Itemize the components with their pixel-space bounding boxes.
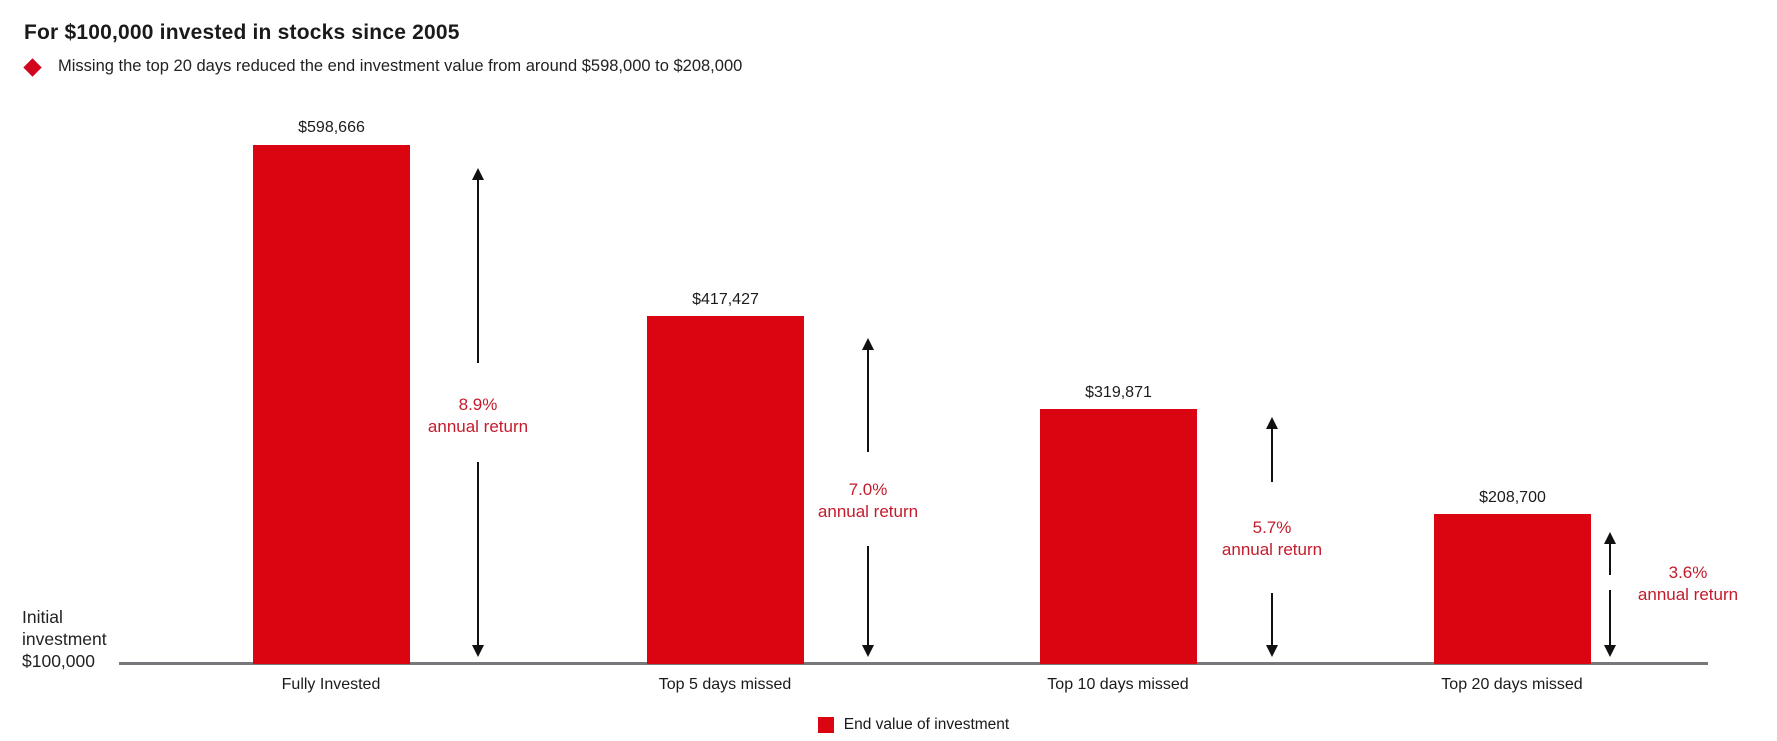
initial-investment-line: Initial [22, 607, 63, 627]
value-label-fully-invested: $598,666 [298, 119, 365, 136]
return-percent: 3.6% [1668, 563, 1708, 582]
arrow-up-icon [1266, 417, 1278, 429]
value-label-top5: $417,427 [692, 291, 759, 308]
initial-investment-line: $100,000 [22, 651, 95, 671]
legend-label: End value of investment [843, 716, 1010, 733]
arrow-down-icon [1604, 645, 1616, 657]
arrow-up-icon [862, 338, 874, 350]
arrow-down-icon [1266, 645, 1278, 657]
return-label-top5: 7.0% annual return [783, 479, 953, 522]
arrow-down-icon [862, 645, 874, 657]
chart-subtitle-row: Missing the top 20 days reduced the end … [23, 57, 743, 77]
return-caption: annual return [817, 501, 919, 521]
bar-top5 [647, 316, 804, 664]
diamond-bullet-icon [23, 57, 42, 77]
return-percent: 5.7% [1252, 518, 1292, 537]
bar-top10 [1040, 409, 1197, 664]
legend: End value of investment [119, 716, 1708, 734]
return-caption: annual return [427, 416, 529, 436]
arrow-down-icon [472, 645, 484, 657]
return-label-top20: 3.6% annual return [1603, 562, 1773, 605]
return-arrow-top10 [1266, 417, 1278, 657]
category-label-top5: Top 5 days missed [658, 676, 792, 693]
return-arrow-top5 [862, 338, 874, 657]
x-axis-baseline [119, 662, 1708, 665]
return-caption: annual return [1637, 584, 1739, 604]
return-caption: annual return [1221, 539, 1323, 559]
return-label-top10: 5.7% annual return [1187, 517, 1357, 560]
category-label-top10: Top 10 days missed [1047, 676, 1189, 693]
return-percent: 7.0% [848, 480, 888, 499]
initial-investment-line: investment [22, 629, 107, 649]
bar-fully-invested [253, 145, 410, 664]
return-arrow-fully-invested [472, 168, 484, 657]
legend-swatch-icon [817, 717, 834, 733]
return-percent: 8.9% [458, 395, 498, 414]
arrow-up-icon [1604, 532, 1616, 544]
page-title: For $100,000 invested in stocks since 20… [24, 21, 460, 44]
arrow-up-icon [472, 168, 484, 180]
return-label-fully-invested: 8.9% annual return [393, 394, 563, 437]
category-label-top20: Top 20 days missed [1441, 676, 1583, 693]
bar-top20 [1434, 514, 1591, 664]
initial-investment-label: Initial investment $100,000 [22, 606, 107, 672]
value-label-top20: $208,700 [1479, 489, 1546, 506]
return-arrow-top20 [1604, 532, 1616, 657]
category-label-fully-invested: Fully Invested [281, 676, 381, 693]
chart-subtitle: Missing the top 20 days reduced the end … [58, 57, 743, 75]
value-label-top10: $319,871 [1085, 384, 1152, 401]
